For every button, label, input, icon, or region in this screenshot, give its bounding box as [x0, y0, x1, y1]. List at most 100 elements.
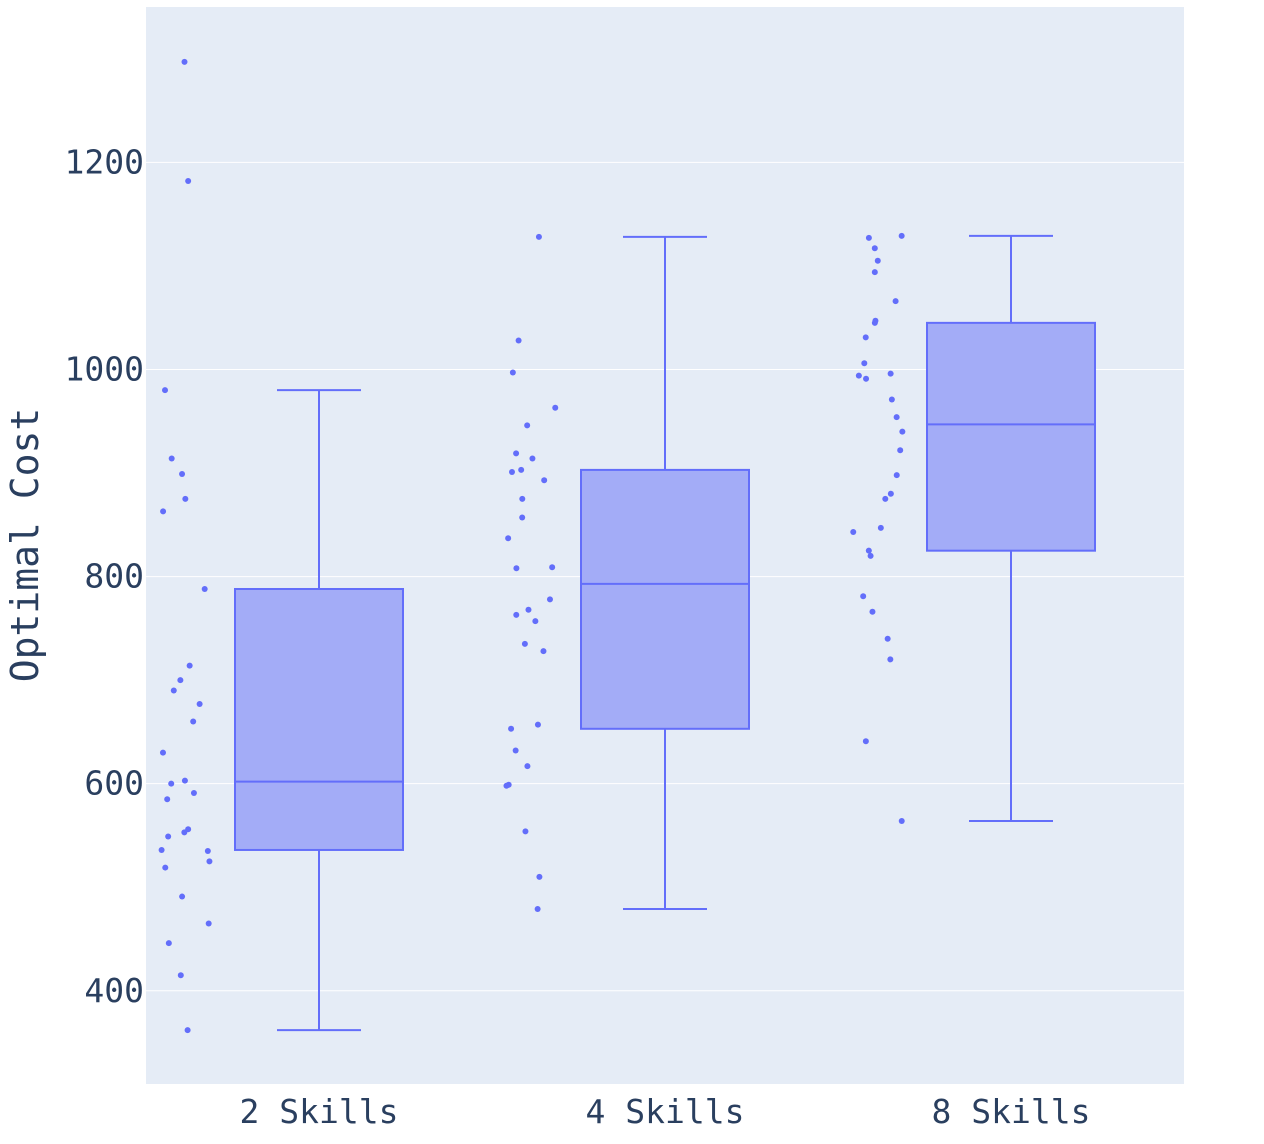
data-point [536, 873, 543, 880]
data-point [179, 893, 186, 900]
data-point [552, 404, 559, 411]
x-tick-label: 4 Skills [586, 1092, 745, 1131]
data-point [862, 738, 869, 745]
data-point [168, 455, 175, 462]
y-tick-label: 400 [84, 971, 144, 1010]
box-2 [580, 235, 750, 910]
data-point [850, 529, 857, 536]
data-point [549, 564, 556, 571]
iqr-box [580, 468, 750, 730]
data-point [893, 414, 900, 421]
data-point [159, 749, 166, 756]
x-tick-label: 2 Skills [240, 1092, 399, 1131]
data-point [532, 618, 539, 625]
data-point [897, 447, 904, 454]
data-point [874, 257, 881, 264]
data-point [177, 972, 184, 979]
data-point [519, 495, 526, 502]
data-point [888, 396, 895, 403]
y-tick-label: 1000 [65, 349, 144, 388]
data-point [190, 718, 197, 725]
data-point [181, 829, 188, 836]
data-point [899, 428, 906, 435]
data-point [165, 940, 172, 947]
data-point [503, 782, 510, 789]
data-point [201, 585, 208, 592]
data-point [855, 372, 862, 379]
data-point [162, 864, 169, 871]
data-point [513, 450, 520, 457]
data-point [860, 593, 867, 600]
data-point [887, 490, 894, 497]
data-point [185, 177, 192, 184]
data-point [887, 370, 894, 377]
data-point [181, 58, 188, 65]
boxes [234, 234, 1096, 1032]
data-point [168, 780, 175, 787]
data-point [871, 245, 878, 252]
data-point [190, 790, 197, 797]
data-point [204, 847, 211, 854]
data-point [898, 232, 905, 239]
data-point [877, 524, 884, 531]
data-point [164, 796, 171, 803]
y-tick-label: 1200 [65, 142, 144, 181]
data-point [893, 472, 900, 479]
data-point [513, 565, 520, 572]
data-point [862, 334, 869, 341]
data-point [869, 608, 876, 615]
data-point [182, 495, 189, 502]
data-point [519, 514, 526, 521]
data-point [181, 777, 188, 784]
data-point [505, 535, 512, 542]
data-point [898, 817, 905, 824]
y-tick-label: 600 [84, 764, 144, 803]
box-1 [234, 389, 404, 1032]
data-point [165, 833, 172, 840]
data-point [540, 648, 547, 655]
data-point [508, 468, 515, 475]
data-point [529, 455, 536, 462]
iqr-box [926, 321, 1096, 552]
data-point [871, 269, 878, 276]
data-point [177, 677, 184, 684]
y-axis-title: Optimal Cost [3, 408, 47, 683]
data-point [509, 369, 516, 376]
data-point [535, 233, 542, 240]
data-point [184, 1027, 191, 1034]
data-point [534, 905, 541, 912]
data-point [518, 466, 525, 473]
iqr-box [234, 587, 404, 851]
data-point [884, 635, 891, 642]
data-point [186, 662, 193, 669]
x-tick-label: 8 Skills [932, 1092, 1091, 1131]
data-point [512, 747, 519, 754]
data-point [524, 422, 531, 429]
data-point [892, 298, 899, 305]
box-3 [926, 234, 1096, 822]
data-point [887, 656, 894, 663]
data-point [882, 495, 889, 502]
data-point [867, 552, 874, 559]
y-tick-label: 800 [84, 557, 144, 596]
data-point [170, 687, 177, 694]
data-point [534, 721, 541, 728]
data-point [162, 387, 169, 394]
data-point [524, 763, 531, 770]
data-point [865, 547, 872, 554]
y-tick-labels: 400 600 800 1000 1200 [65, 142, 144, 1009]
data-point [179, 471, 186, 478]
data-point [196, 700, 203, 707]
data-point [515, 337, 522, 344]
data-point [541, 477, 548, 484]
data-point [546, 596, 553, 603]
data-point [513, 611, 520, 618]
data-points [158, 58, 906, 1034]
data-point [871, 319, 878, 326]
data-point [865, 234, 872, 241]
data-point [206, 858, 213, 865]
data-point [205, 920, 212, 927]
data-point [522, 828, 529, 835]
